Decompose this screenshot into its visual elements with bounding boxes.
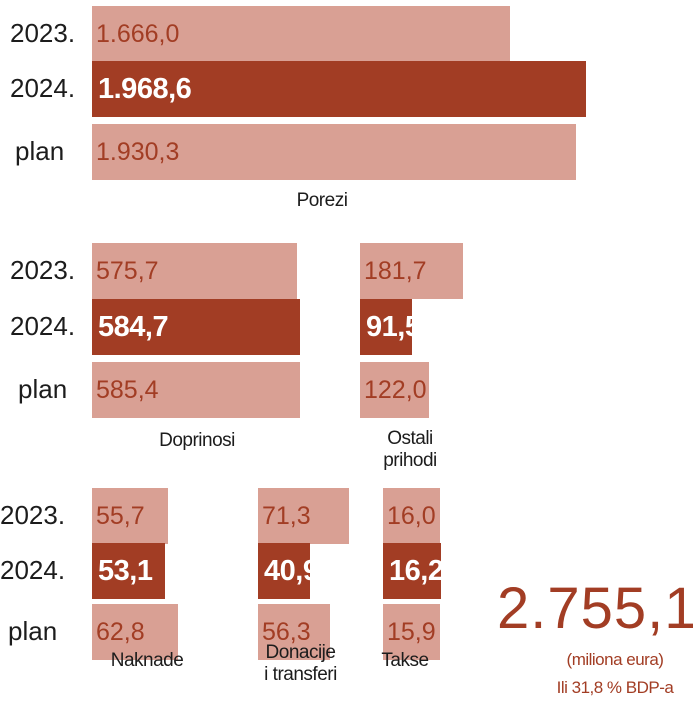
row-label-2024: 2024.: [0, 555, 66, 585]
row-label-2024: 2024.: [10, 311, 76, 341]
bar-porezi-2024: 1.968,6: [92, 61, 586, 117]
row-label-2024: 2024.: [10, 73, 76, 103]
bar-naknade-2024: 53,1: [92, 543, 165, 599]
category-label-porezi: Porezi: [296, 190, 348, 211]
bar-ostali-prihodi-2023: 181,7: [360, 243, 463, 299]
bar-value-label: 585,4: [96, 375, 159, 404]
category-label-takse: Takse: [381, 650, 429, 671]
bar-doprinosi-2023: 575,7: [92, 243, 297, 299]
category-label-ostali-prihodi: Ostali prihodi: [383, 428, 437, 471]
bar-porezi-2023: 1.666,0: [92, 6, 510, 62]
category-label-doprinosi: Doprinosi: [159, 430, 235, 451]
total-unit: (miliona eura): [566, 650, 664, 669]
bar-ostali-prihodi-plan: 122,0: [360, 362, 429, 418]
bar-naknade-2023: 55,7: [92, 488, 168, 544]
bar-takse-plan: 15,9: [383, 604, 440, 660]
bar-value-label: 53,1: [98, 554, 153, 587]
bar-donacije-i-transferi-2024: 40,9: [258, 543, 319, 599]
bar-doprinosi-plan: 585,4: [92, 362, 300, 418]
bar-takse-2024: 16,2: [383, 543, 444, 599]
row-label-plan: plan: [8, 616, 58, 646]
bar-value-label: 122,0: [364, 375, 427, 404]
bar-value-label: 15,9: [387, 617, 436, 646]
total-value: 2.755,1: [497, 576, 693, 641]
bar-value-label: 16,2: [389, 554, 444, 587]
bar-value-label: 62,8: [96, 617, 145, 646]
category-label-donacije-i-transferi: Donacije i transferi: [264, 642, 337, 685]
row-label-2023: 2023.: [10, 18, 76, 48]
bar-value-label: 181,7: [364, 256, 427, 285]
row-label-plan: plan: [18, 374, 68, 404]
bar-value-label: 1.666,0: [96, 19, 180, 48]
bar-value-label: 91,5: [366, 310, 421, 343]
bar-value-label: 56,3: [262, 617, 311, 646]
row-label-2023: 2023.: [0, 500, 66, 530]
bar-value-label: 575,7: [96, 256, 159, 285]
category-label-naknade: Naknade: [110, 650, 184, 671]
bar-value-label: 40,9: [264, 554, 319, 587]
bar-porezi-plan: 1.930,3: [92, 124, 576, 180]
bar-value-label: 1.968,6: [98, 72, 192, 105]
bar-value-label: 1.930,3: [96, 137, 180, 166]
bar-value-label: 55,7: [96, 501, 145, 530]
bar-takse-2023: 16,0: [383, 488, 440, 544]
total-gdp-share: Ili 31,8 % BDP-a: [556, 678, 674, 697]
row-label-2023: 2023.: [10, 255, 76, 285]
bar-value-label: 71,3: [262, 501, 311, 530]
bar-value-label: 584,7: [98, 310, 169, 343]
row-label-plan: plan: [15, 136, 65, 166]
bar-value-label: 16,0: [387, 501, 436, 530]
bar-donacije-i-transferi-2023: 71,3: [258, 488, 349, 544]
bar-naknade-plan: 62,8: [92, 604, 178, 660]
bar-donacije-i-transferi-plan: 56,3: [258, 604, 330, 660]
bar-doprinosi-2024: 584,7: [92, 299, 300, 355]
bar-ostali-prihodi-2024: 91,5: [360, 299, 421, 355]
